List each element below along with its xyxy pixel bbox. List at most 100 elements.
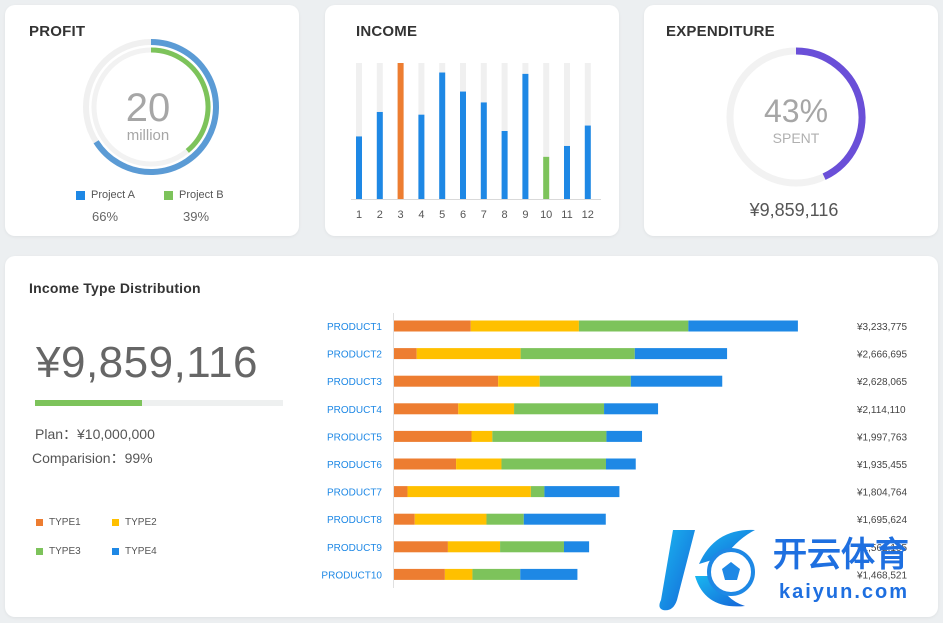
bar-product6-type2 [456,458,502,470]
expenditure-gauge: 43% SPENT ¥9,859,116 [726,47,866,220]
product-value-8: ¥1,695,624 [856,515,907,526]
bar-product4-type1 [394,403,459,415]
product-value-5: ¥1,997,763 [856,432,907,443]
product-label-5: PRODUCT5 [327,432,382,443]
income-tick-5: 5 [439,209,445,221]
bar-product9-type2 [447,541,501,553]
profit-legend-b: Project B [164,189,224,201]
distribution-total: ¥9,859,116 [36,338,258,387]
product-label-3: PRODUCT3 [327,377,382,388]
bar-product7-type3 [530,486,545,498]
profit-center-unit: million [127,127,170,144]
bar-product2-type4 [634,348,728,360]
bar-product4-type3 [514,403,605,415]
bar-product1-type4 [688,320,798,332]
product-label-10: PRODUCT10 [321,570,382,581]
product-value-7: ¥1,804,764 [856,488,907,499]
income-bar-track-10 [543,63,550,199]
product-label-1: PRODUCT1 [327,322,382,333]
product-label-9: PRODUCT9 [327,543,382,554]
brand-name-cn: 开云体育 [773,536,909,574]
bar-product8-type4 [523,513,606,525]
income-bar-2 [376,111,383,199]
product-label-2: PRODUCT2 [327,350,382,361]
logo-k-stem [659,530,695,611]
bar-product8-type3 [486,513,524,525]
income-bar-6 [460,91,466,199]
type4-legend: TYPE4 [112,546,157,557]
income-bar-11 [564,145,570,199]
income-bar-12 [584,125,591,199]
bar-product1-type2 [470,320,579,332]
income-tick-2: 2 [377,209,383,221]
bar-product2-type1 [394,348,417,360]
bar-product9-type3 [500,541,564,553]
bar-product6-type4 [605,458,636,470]
income-tick-4: 4 [418,209,424,221]
bar-product9-type1 [394,541,448,553]
income-bar-3 [397,63,404,199]
product-value-6: ¥1,935,455 [856,460,907,471]
bar-product3-type1 [394,375,499,387]
income-title: INCOME [356,23,418,40]
product-value-3: ¥2,628,065 [856,377,907,388]
income-bar-5 [439,72,446,199]
expenditure-title: EXPENDITURE [666,23,775,40]
plan-line: Plan：¥10,000,000 [35,426,155,442]
distribution-progress-track [35,400,283,406]
bar-product10-type2 [444,568,473,580]
bar-product10-type3 [472,568,521,580]
income-tick-8: 8 [502,209,508,221]
bar-product5-type3 [492,430,607,442]
bar-product3-type3 [539,375,631,387]
expenditure-amount: ¥9,859,116 [749,200,839,220]
product-value-2: ¥2,666,695 [856,350,907,361]
bar-product9-type4 [563,541,590,553]
income-bar-track-1 [356,63,362,199]
bar-product5-type2 [471,430,493,442]
type3-swatch [36,548,43,555]
bar-product6-type1 [394,458,457,470]
profit-legend-a: Project A [76,189,135,201]
bar-product5-type4 [606,430,643,442]
bar-product3-type2 [498,375,540,387]
income-bar-8 [501,131,508,199]
bar-product4-type2 [458,403,515,415]
comparison-line: Comparision：99% [32,450,153,466]
income-bar-10 [543,156,550,199]
income-tick-1: 1 [356,209,362,221]
bar-product3-type4 [630,375,723,387]
bar-product10-type4 [520,568,578,580]
brand-name-en: kaiyun.com [779,581,909,603]
income-bar-4 [418,114,425,199]
profit-arc-project-a [93,39,219,175]
product-label-4: PRODUCT4 [327,405,382,416]
bar-product1-type3 [578,320,689,332]
type4-label: TYPE4 [125,546,157,557]
profit-donut: 20 million [83,39,219,175]
project-b-swatch [164,190,173,200]
bar-product1-type1 [394,320,471,332]
expenditure-arc [795,47,866,180]
income-tick-3: 3 [398,209,404,221]
profit-title: PROFIT [29,23,86,40]
project-b-label: Project B [179,189,224,201]
income-tick-10: 10 [540,209,552,221]
bar-product7-type1 [394,486,408,498]
type4-swatch [112,548,119,555]
kaiyun-watermark-logo: 开云体育 kaiyun.com [655,520,940,618]
type2-swatch [112,519,119,526]
income-card: INCOME 1 2 3 4 5 6 7 8 9 10 11 12 [325,5,619,236]
income-bar-track-11 [564,63,570,199]
project-b-pct: 39% [183,209,210,224]
profit-center-value: 20 [126,86,171,130]
bar-product10-type1 [394,568,445,580]
type1-label: TYPE1 [49,517,81,528]
bar-product8-type2 [414,513,487,525]
income-bar-chart: 1 2 3 4 5 6 7 8 9 10 11 12 [351,63,601,221]
type1-swatch [36,519,43,526]
product-value-4: ¥2,114,110 [856,405,906,416]
income-bar-7 [480,102,487,199]
income-tick-12: 12 [582,209,594,221]
